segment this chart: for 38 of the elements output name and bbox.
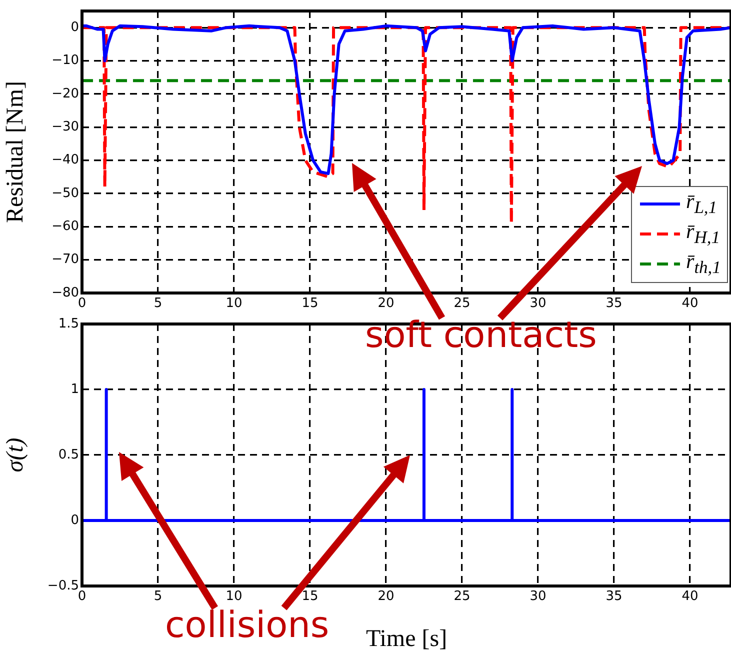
x-tick-label: 25 — [454, 589, 470, 604]
x-tick-label: 25 — [454, 296, 470, 312]
y-axis-title: Residual [Nm] — [2, 81, 29, 223]
x-tick-label: 30 — [530, 296, 546, 312]
y-tick-label: −50 — [52, 186, 79, 201]
y-tick-label: −30 — [52, 119, 79, 134]
y-tick-label: −80 — [52, 285, 79, 300]
x-tick-label: 15 — [302, 589, 318, 604]
x-tick-label: 10 — [226, 296, 242, 312]
x-tick-label: 40 — [682, 589, 698, 604]
y-tick-label: −40 — [52, 152, 79, 168]
text: collisions — [165, 605, 330, 646]
y-tick-label: 0 — [70, 512, 79, 528]
legend-label: r̄$_{H,1}$ — [686, 219, 720, 250]
legend-label: r̄$_{th,1}$ — [686, 249, 721, 280]
x-tick-label: 5 — [154, 589, 162, 604]
legend-label: r̄$_{L,1}$ — [686, 189, 718, 220]
annotation: soft contacts — [365, 315, 597, 356]
x-tick-label: 40 — [682, 296, 698, 312]
x-axis-title: Time [s] — [366, 626, 448, 652]
y-tick-label: −60 — [52, 219, 79, 234]
y-tick-label: −70 — [52, 252, 79, 268]
x-tick-label: 5 — [154, 296, 162, 312]
x-tick-label: 35 — [606, 296, 622, 312]
y-tick-label: 0.5 — [58, 447, 79, 462]
x-tick-label: 10 — [226, 589, 242, 604]
y-tick-label: 0 — [70, 20, 79, 35]
y-tick-label: −20 — [52, 86, 79, 102]
x-tick-label: 15 — [302, 296, 318, 312]
x-tick-label: 35 — [606, 589, 622, 604]
y-axis-title: σ(t) — [2, 438, 29, 472]
y-tick-label: −10 — [52, 53, 79, 68]
x-tick-label: 20 — [378, 296, 394, 312]
y-tick-label: −0.5 — [47, 578, 79, 594]
y-tick-label: 1.5 — [58, 316, 79, 332]
x-tick-label: 20 — [378, 589, 394, 604]
y-tick-label: 1 — [70, 382, 79, 397]
x-tick-label: 30 — [530, 589, 546, 604]
